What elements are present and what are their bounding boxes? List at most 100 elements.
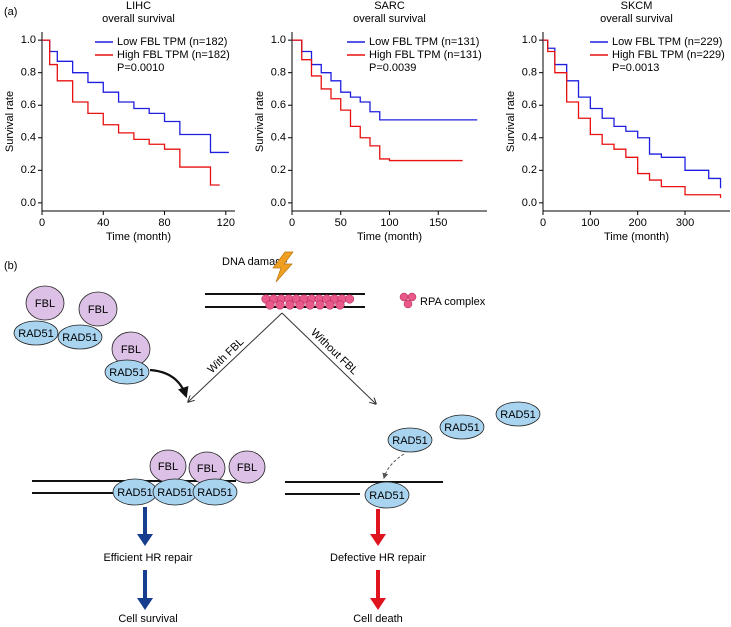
outcome-arrowhead: [137, 534, 153, 546]
x-axis-label: Time (month): [357, 231, 422, 243]
dna-damage-label: DNA damage: [222, 256, 287, 268]
y-tick-label: 1.0: [271, 34, 286, 46]
fbl-label: FBL: [158, 461, 178, 473]
rad51-shape: [495, 401, 541, 427]
branch-label: With FBL: [205, 336, 246, 376]
outcome-label: Cell survival: [118, 613, 177, 625]
branch: [281, 312, 376, 404]
fbl-label: FBL: [121, 344, 141, 356]
fbl-shape: [228, 450, 266, 484]
x-tick-label: 100: [380, 217, 398, 229]
rpa-legend-icon: [399, 292, 409, 302]
rad51-shape: [192, 478, 238, 506]
binding-arrow: [149, 368, 189, 399]
rad51-shape: [364, 481, 410, 509]
rpa: [325, 300, 335, 310]
y-tick-label: 0.6: [271, 99, 286, 111]
y-tick-label: 0.8: [271, 67, 286, 79]
rpa: [285, 300, 295, 310]
y-tick-label: 0.4: [21, 132, 36, 144]
rad51-label: RAD51: [197, 487, 232, 499]
survival-curve: [543, 39, 722, 189]
panel-label: (a): [4, 6, 17, 18]
x-tick-label: 100: [581, 217, 599, 229]
rad51-shape: [387, 427, 433, 453]
fbl-shape: [25, 285, 65, 321]
outcome-label: Efficient HR repair: [103, 552, 192, 564]
rpa-legend-icon: [403, 299, 413, 309]
y-axis-label: Survival rate: [4, 91, 16, 152]
rad51-shape: [57, 324, 103, 350]
chart-title: LIHC: [126, 0, 151, 12]
y-tick-label: 0.8: [522, 67, 537, 79]
x-axis-label: Time (month): [106, 231, 171, 243]
survival-curve: [292, 39, 463, 162]
rpa: [265, 300, 275, 310]
x-tick-label: 150: [429, 217, 447, 229]
rpa: [275, 300, 285, 310]
rpa: [315, 300, 325, 310]
y-tick-label: 0.2: [21, 164, 36, 176]
p-value: P=0.0010: [117, 62, 164, 74]
y-tick-label: 0.2: [271, 164, 286, 176]
x-tick-label: 40: [97, 217, 109, 229]
y-axis-label: Survival rate: [505, 91, 517, 152]
rad51-label: RAD51: [109, 367, 144, 379]
outcome-arrowhead: [370, 534, 386, 546]
diagram: (b) DNA damage RPA complex With FBL Without …: [4, 251, 541, 625]
branch-label: Without FBL: [308, 327, 360, 378]
x-tick-label: 0: [289, 217, 295, 229]
x-tick-label: 50: [335, 217, 347, 229]
rad51-shape: [13, 320, 59, 346]
fbl-label: FBL: [88, 304, 108, 316]
panel-label: (b): [4, 260, 17, 272]
y-tick-label: 1.0: [522, 34, 537, 46]
y-tick-label: 0.0: [21, 197, 36, 209]
survival-curve: [292, 39, 478, 121]
rpa-legend-icon: [407, 292, 417, 302]
y-tick-label: 0.4: [522, 132, 537, 144]
y-tick-label: 0.6: [21, 99, 36, 111]
fbl-label: FBL: [197, 463, 217, 475]
chart-title: SKCM: [621, 0, 653, 12]
y-tick-label: 0.4: [271, 132, 286, 144]
fbl-label: FBL: [237, 462, 257, 474]
rad51-label: RAD51: [117, 487, 152, 499]
y-tick-label: 0.0: [522, 197, 537, 209]
rad51-label: RAD51: [444, 422, 479, 434]
branch: [188, 312, 283, 402]
rad51-label: RAD51: [500, 409, 535, 421]
lightning: [272, 251, 294, 283]
rpa: [305, 300, 315, 310]
chart-subtitle: overall survival: [600, 13, 673, 25]
outcome-label: Defective HR repair: [330, 552, 426, 564]
survival-curve: [42, 39, 229, 154]
outcome-arrowhead: [137, 598, 153, 610]
dashed-arrow: [382, 453, 405, 480]
rad51-label: RAD51: [369, 490, 404, 502]
rad51-shape: [439, 414, 485, 440]
fbl-label: FBL: [35, 298, 55, 310]
legend-label: Low FBL TPM (n=131): [369, 36, 479, 48]
p-value: P=0.0039: [369, 62, 416, 74]
chart-title: SARC: [374, 0, 405, 12]
x-tick-label: 120: [217, 217, 235, 229]
rad51-label: RAD51: [392, 435, 427, 447]
rad51-shape: [104, 359, 150, 385]
x-axis-label: Time (month): [604, 231, 669, 243]
y-tick-label: 1.0: [21, 34, 36, 46]
rpa: [335, 300, 345, 310]
y-tick-label: 0.0: [271, 197, 286, 209]
x-tick-label: 300: [676, 217, 694, 229]
y-tick-label: 0.2: [522, 164, 537, 176]
survival-curve: [42, 39, 220, 186]
x-tick-label: 200: [629, 217, 647, 229]
chart-subtitle: overall survival: [353, 13, 426, 25]
outcome-label: Cell death: [353, 613, 403, 625]
rad51-label: RAD51: [62, 332, 97, 344]
rpa: [345, 294, 355, 304]
legend-label: High FBL TPM (n=229): [612, 49, 725, 61]
rad51-label: RAD51: [157, 487, 192, 499]
y-axis-label: Survival rate: [254, 91, 266, 152]
